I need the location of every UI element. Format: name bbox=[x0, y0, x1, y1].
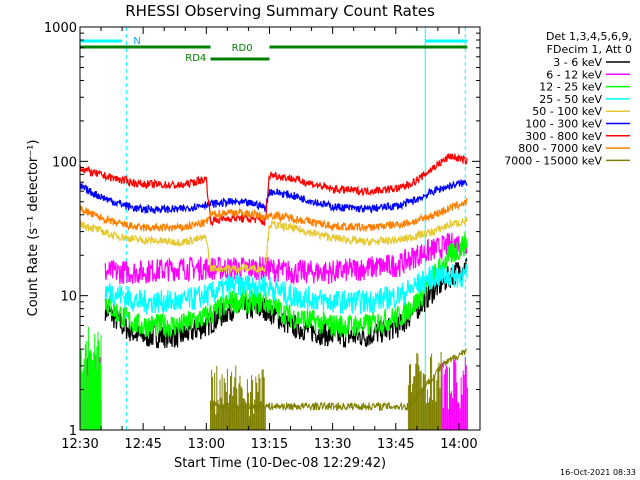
series-fill-block bbox=[210, 365, 266, 430]
legend-entry-label: 7000 - 15000 keV bbox=[504, 154, 602, 167]
legend-entry-label: 100 - 300 keV bbox=[525, 118, 602, 131]
legend-header: Det 1,3,4,5,6,9, bbox=[546, 30, 632, 43]
legend: Det 1,3,4,5,6,9,FDecim 1, Att 03 - 6 keV… bbox=[504, 30, 632, 167]
x-tick-label: 12:30 bbox=[61, 437, 98, 452]
y-tick-label: 1000 bbox=[44, 21, 77, 36]
series-line bbox=[79, 197, 468, 233]
rd0-label: RD0 bbox=[232, 43, 253, 54]
x-tick-label: 12:45 bbox=[124, 437, 161, 452]
legend-entry-label: 800 - 7000 keV bbox=[518, 142, 602, 155]
series-line bbox=[79, 178, 468, 215]
x-tick-label: 13:15 bbox=[251, 437, 288, 452]
rd4-label: RD4 bbox=[185, 53, 206, 64]
plot-frame bbox=[79, 26, 481, 431]
series-line bbox=[104, 232, 468, 286]
y-tick-label: 100 bbox=[52, 155, 77, 170]
x-axis-label: Start Time (10-Dec-08 12:29:42) bbox=[174, 456, 386, 471]
series-fill-block bbox=[407, 352, 443, 430]
series-line bbox=[104, 232, 468, 338]
legend-entry-label: 12 - 25 keV bbox=[539, 81, 602, 94]
timestamp: 16-Oct-2021 08:33 bbox=[560, 468, 636, 477]
x-tick-label: 14:00 bbox=[440, 437, 477, 452]
series-fill-block bbox=[441, 357, 468, 430]
series-line bbox=[79, 153, 468, 227]
chart-title: RHESSI Observing Summary Count Rates bbox=[125, 2, 435, 20]
legend-entry-label: 3 - 6 keV bbox=[553, 56, 602, 69]
series-line bbox=[210, 348, 468, 412]
legend-entry-label: 25 - 50 keV bbox=[539, 93, 602, 106]
series-group bbox=[79, 153, 468, 430]
x-tick-label: 13:00 bbox=[188, 437, 225, 452]
series-line bbox=[104, 263, 468, 316]
axes: 12:30 12:45 13:00 13:15 13:30 13:45 14:00 1 10 10… bbox=[44, 21, 481, 452]
y-tick-label: 10 bbox=[60, 290, 77, 305]
x-tick-label: 13:45 bbox=[377, 437, 414, 452]
series-fill-block bbox=[79, 326, 102, 430]
legend-entry-label: 50 - 100 keV bbox=[532, 105, 602, 118]
night-label: N bbox=[133, 36, 140, 47]
y-axis-label: Count Rate (s⁻¹ detector⁻¹) bbox=[26, 140, 41, 317]
legend-entry-label: 300 - 800 keV bbox=[525, 130, 602, 143]
series-line bbox=[79, 216, 468, 275]
x-tick-label: 13:30 bbox=[314, 437, 351, 452]
legend-header: FDecim 1, Att 0 bbox=[547, 43, 632, 56]
legend-entry-label: 6 - 12 keV bbox=[546, 68, 602, 81]
y-tick-label: 1 bbox=[69, 424, 77, 439]
